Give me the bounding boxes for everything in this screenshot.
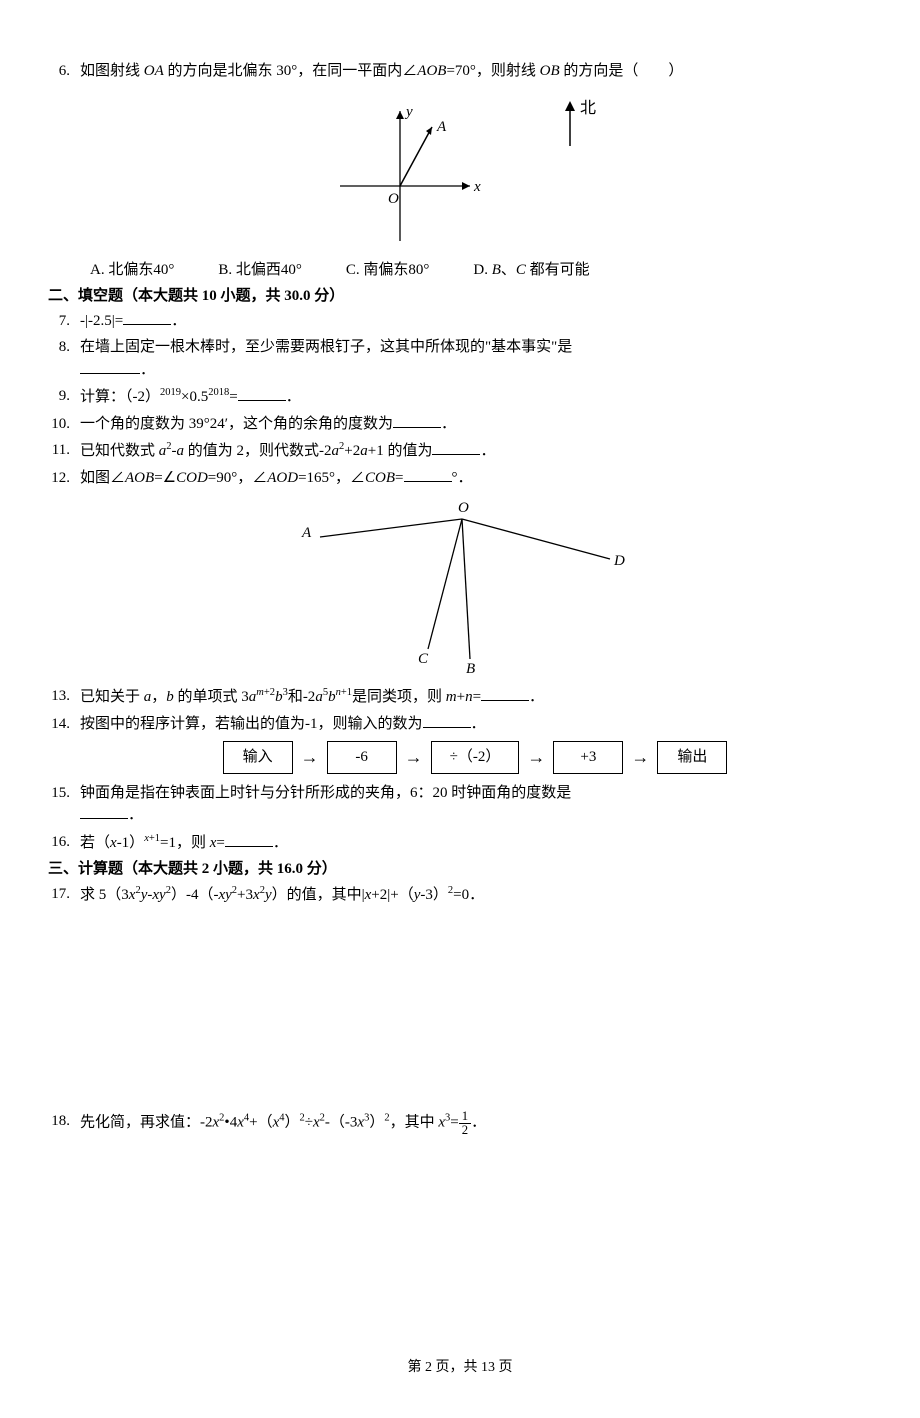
fraction: 12	[459, 1110, 471, 1137]
section-3-header: 三、计算题（本大题共 2 小题，共 16.0 分）	[48, 858, 872, 881]
svg-text:O: O	[458, 500, 469, 516]
blank[interactable]	[432, 440, 480, 455]
arrow-icon: →	[301, 744, 319, 771]
q6-y-label: y	[404, 104, 413, 120]
question-16: 16. 若（x-1）x+1=1，则 x=．	[48, 831, 872, 855]
question-9: 9. 计算：（-2）2019×0.52018=．	[48, 385, 872, 409]
q6-north-label: 北	[580, 99, 596, 117]
page-footer: 第 2 页，共 13 页	[48, 1357, 872, 1378]
question-10: 10. 一个角的度数为 39°24′，这个角的余角的度数为．	[48, 413, 872, 436]
arrow-icon: →	[527, 744, 545, 771]
q6-body: 如图射线 OA 的方向是北偏东 30°，在同一平面内∠AOB=70°，则射线 O…	[80, 60, 872, 83]
q12-diagram: O A D C B	[48, 497, 872, 677]
question-11: 11. 已知代数式 a2-a 的值为 2，则代数式-2a2+2a+1 的值为．	[48, 439, 872, 463]
blank[interactable]	[404, 467, 452, 482]
blank[interactable]	[80, 359, 140, 374]
q12-svg: O A D C B	[280, 497, 640, 677]
q6-O-label: O	[388, 191, 399, 207]
flow-output: 输出	[657, 741, 727, 774]
q6-optA: A. 北偏东40°	[90, 259, 174, 282]
question-6: 6. 如图射线 OA 的方向是北偏东 30°，在同一平面内∠AOB=70°，则射…	[48, 60, 872, 83]
flow-step3: +3	[553, 741, 623, 774]
q6-diagram: A O x y 北	[48, 91, 872, 251]
svg-text:C: C	[418, 651, 429, 667]
q6-optB: B. 北偏西40°	[218, 259, 302, 282]
section-2-header: 二、填空题（本大题共 10 小题，共 30.0 分）	[48, 285, 872, 308]
svg-text:B: B	[466, 661, 475, 677]
question-17: 17. 求 5（3x2y-xy2）-4（-xy2+3x2y）的值，其中|x+2|…	[48, 883, 872, 907]
question-7: 7. -|-2.5|=．	[48, 310, 872, 333]
blank[interactable]	[123, 310, 171, 325]
blank[interactable]	[225, 832, 273, 847]
blank[interactable]	[393, 413, 441, 428]
blank[interactable]	[238, 386, 286, 401]
question-18: 18. 先化简，再求值：-2x2•4x4+（x4）2÷x2-（-3x3）2，其中…	[48, 1110, 872, 1137]
question-8: 8. 在墙上固定一根木棒时，至少需要两根钉子，这其中所体现的"基本事实"是 ．	[48, 336, 872, 381]
q6-x-label: x	[473, 179, 481, 195]
q6-optC: C. 南偏东80°	[346, 259, 430, 282]
svg-text:D: D	[613, 553, 625, 569]
svg-text:A: A	[301, 525, 312, 541]
q6-optD: D. B、C 都有可能	[473, 259, 589, 282]
blank[interactable]	[423, 713, 471, 728]
q6-options: A. 北偏东40° B. 北偏西40° C. 南偏东80° D. B、C 都有可…	[48, 259, 872, 282]
q6-A-label: A	[436, 119, 447, 135]
question-14: 14. 按图中的程序计算，若输出的值为-1，则输入的数为．	[48, 713, 872, 736]
arrow-icon: →	[631, 744, 649, 771]
arrow-icon: →	[405, 744, 423, 771]
q6-coordinate-svg: A O x y 北	[270, 91, 650, 251]
q14-flowchart: 输入 → -6 → ÷（-2） → +3 → 输出	[78, 741, 872, 774]
q6-number: 6.	[48, 60, 80, 83]
flow-input: 输入	[223, 741, 293, 774]
blank[interactable]	[481, 686, 529, 701]
q17-workspace	[48, 910, 872, 1110]
question-13: 13. 已知关于 a，b 的单项式 3am+2b3和-2a5bn+1是同类项，则…	[48, 685, 872, 709]
flow-step2: ÷（-2）	[431, 741, 520, 774]
question-15: 15. 钟面角是指在钟表面上时针与分针所形成的夹角，6：20 时钟面角的度数是 …	[48, 782, 872, 827]
blank[interactable]	[80, 804, 128, 819]
q6-text: 如图射线 OA 的方向是北偏东 30°，在同一平面内∠AOB=70°，则射线 O…	[80, 63, 683, 79]
flow-step1: -6	[327, 741, 397, 774]
question-12: 12. 如图∠AOB=∠COD=90°，∠AOD=165°，∠COB=°．	[48, 467, 872, 490]
